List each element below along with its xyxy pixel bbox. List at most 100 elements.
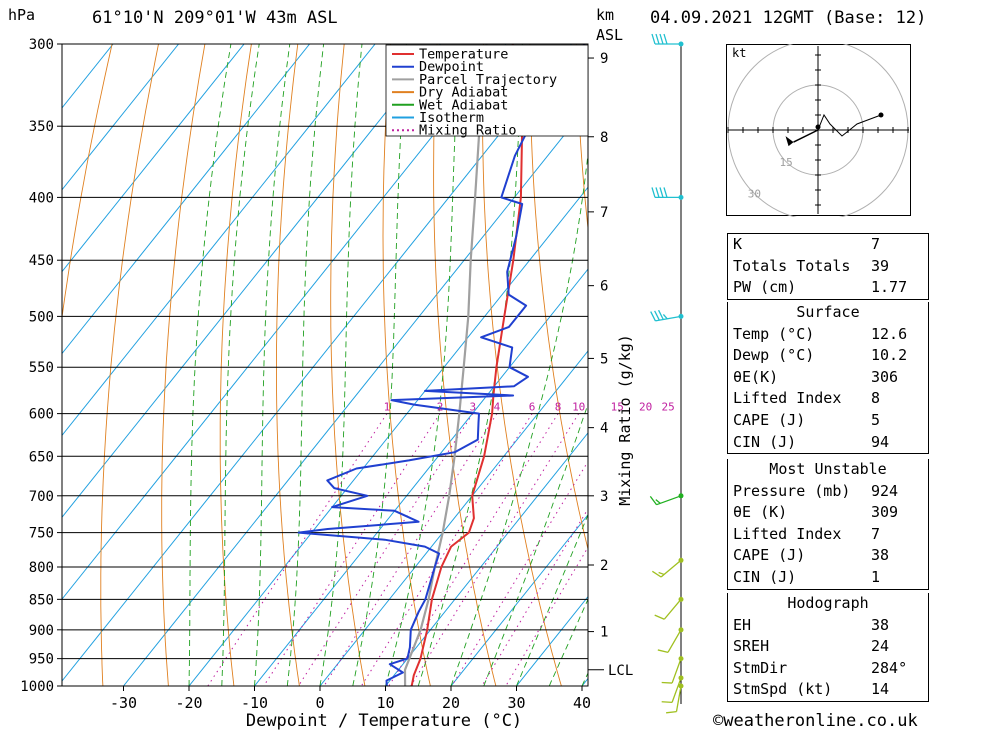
pressure-tick-label: 850: [29, 592, 54, 608]
isotherm-line: [123, 104, 588, 686]
mixing-ratio-line: [207, 413, 388, 686]
x-tick-label: 40: [573, 694, 591, 712]
mixing-ratio-line: [451, 460, 588, 686]
table-row: CIN (J) 94: [728, 432, 928, 454]
wind-barb-staff: [655, 315, 682, 322]
pressure-tick-label: 950: [29, 652, 54, 668]
wind-barb-flag: [651, 187, 656, 198]
dry-adiabat-line: [623, 44, 720, 686]
hodograph-table-title: Hodograph: [787, 594, 869, 612]
wind-barb-flag: [655, 33, 660, 45]
isotherm-line: [62, 44, 376, 437]
pressure-tick-label: 800: [29, 560, 54, 576]
hodo-label: StmSpd (kt): [733, 680, 833, 699]
wind-barb-staff: [675, 685, 682, 712]
location-title: 61°10'N 209°01'W 43m ASL: [92, 8, 338, 28]
hodo-label: SREH: [733, 637, 770, 656]
surface-table: Surface Temp (°C) 12.6 Dewp (°C) 10.2 θE(K…: [727, 302, 929, 455]
credit-text: ©weatheronline.co.uk: [713, 711, 918, 731]
hodo-value: 14: [871, 680, 890, 699]
hodo-value: 24: [871, 637, 890, 656]
isotherm-line: [385, 432, 588, 686]
km-tick-label: 7: [600, 205, 608, 221]
x-tick-label: -10: [241, 694, 268, 712]
pressure-tick-label: 400: [29, 190, 54, 206]
surface-label: Lifted Index: [733, 389, 842, 408]
mixing-ratio-line: [360, 413, 533, 686]
mixing-ratio-line: [388, 413, 559, 686]
surface-value: 12.6: [871, 324, 908, 343]
mixing-ratio-label: 25: [661, 401, 674, 414]
mixing-ratio-label: 3: [469, 401, 476, 414]
km-tick-label: 4: [600, 421, 608, 437]
x-tick-label: 0: [315, 694, 324, 712]
pressure-unit-label: hPa: [8, 6, 36, 24]
index-value: 7: [871, 235, 881, 253]
mixing-ratio-line: [505, 546, 588, 686]
temperature-line: [410, 44, 524, 686]
surface-value: 94: [871, 432, 890, 451]
wet-adiabat-line: [188, 44, 232, 686]
pressure-tick-label: 900: [29, 623, 54, 639]
km-tick-label: 1: [600, 625, 608, 641]
table-row: θE (K) 309: [728, 502, 928, 524]
surface-value: 5: [871, 410, 881, 429]
wind-barb-flag: [649, 495, 658, 506]
dewpoint-line: [297, 44, 586, 686]
pressure-tick-label: 550: [29, 360, 54, 376]
isotherm-line: [62, 44, 441, 519]
hodo-value: 38: [871, 615, 890, 634]
mu-label: CAPE (J): [733, 546, 806, 565]
table-row: EH 38: [728, 615, 928, 637]
skewt-chart: 3003504004505005506006507007508008509009…: [20, 33, 720, 731]
index-label: K: [733, 235, 743, 253]
wind-barb-flag: [655, 499, 661, 504]
wind-barb-flag: [659, 33, 664, 45]
mixing-ratio-label: 6: [529, 401, 536, 414]
most-unstable-table: Most Unstable Pressure (mb) 924 θE (K) 309…: [727, 459, 929, 590]
wind-barb-flag: [659, 187, 664, 198]
table-row: Dewp (°C) 10.2: [728, 345, 928, 367]
hodograph-ring-label: 15: [780, 156, 793, 169]
wind-barb-staff: [663, 598, 682, 620]
hodograph-trace: [817, 113, 882, 137]
wind-barb-flag: [654, 310, 660, 321]
hodograph-start-dot: [815, 124, 821, 130]
storm-motion-arrowhead: [785, 136, 794, 147]
pressure-tick-label: 600: [29, 407, 54, 423]
mu-value: 1: [871, 567, 881, 586]
table-row: Pressure (mb) 924: [728, 481, 928, 503]
hodograph: 153045 kt: [726, 44, 911, 217]
isotherm-line: [62, 44, 114, 109]
hodograph-table: Hodograph EH 38 SREH 24 StmDir 284° StmSpd …: [727, 593, 929, 702]
wet-adiabat-line: [352, 44, 407, 686]
pressure-tick-label: 650: [29, 449, 54, 465]
hodo-value: 284°: [871, 658, 908, 677]
lcl-label: LCL: [608, 663, 633, 679]
isotherm-line: [62, 44, 507, 600]
km-tick-label: 3: [600, 489, 608, 505]
legend-label: Mixing Ratio: [419, 123, 517, 139]
x-tick-label: 10: [376, 694, 394, 712]
surface-value: 306: [871, 367, 899, 386]
index-value: 39: [871, 256, 890, 275]
table-row: Lifted Index 8: [728, 388, 928, 410]
table-row: θE(K) 306: [728, 367, 928, 389]
table-row: PW (cm) 1.77: [728, 277, 928, 299]
parcel-trajectory-line: [403, 44, 488, 686]
mu-value: 309: [871, 503, 899, 522]
dry-adiabat-line: [62, 44, 113, 321]
asl-label: ASL: [596, 26, 624, 44]
pressure-tick-label: 450: [29, 253, 54, 269]
legend-label: Dry Adiabat: [419, 85, 508, 101]
wind-barb-flag: [663, 187, 668, 198]
wet-adiabat-line: [221, 44, 260, 686]
km-tick-label: 2: [600, 558, 608, 574]
surface-label: Temp (°C): [733, 324, 815, 343]
surface-title: Surface: [796, 303, 860, 321]
table-row: StmDir 284°: [728, 658, 928, 680]
wet-adiabat-line: [548, 598, 588, 686]
mixing-ratio-label: 1: [384, 401, 391, 414]
hodograph-unit-label: kt: [732, 46, 746, 60]
